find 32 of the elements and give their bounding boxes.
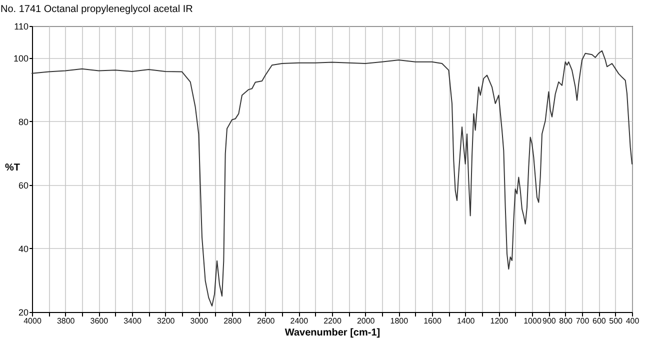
x-tick-label: 4000 (24, 316, 42, 326)
y-tick-label: 60 (18, 180, 28, 190)
y-tick-label: 100 (13, 53, 28, 64)
x-tick-label: 3800 (56, 316, 76, 326)
x-tick-label: 400 (626, 316, 640, 326)
x-tick-label: 2200 (324, 316, 342, 326)
x-tick-label: 1400 (456, 316, 476, 326)
x-tick-label: 2400 (290, 316, 309, 326)
x-tick-label: 1000 (524, 316, 542, 326)
x-tick-label: 500 (609, 316, 624, 326)
x-tick-label: 800 (559, 316, 574, 326)
x-tick-label: 3200 (156, 316, 176, 326)
x-tick-label: 3600 (90, 316, 109, 326)
x-tick-label: 2000 (356, 316, 376, 326)
x-tick-label: 900 (542, 316, 556, 326)
x-axis-title: Wavenumber [cm-1] (284, 328, 380, 338)
x-tick-label: 1200 (490, 316, 509, 326)
x-tick-label: 700 (576, 316, 590, 326)
x-tick-label: 2800 (224, 316, 242, 326)
chart-title: No. 1741 Octanal propyleneglycol acetal IR (0, 4, 193, 15)
x-tick-label: 2600 (256, 316, 276, 326)
y-tick-label: 20 (18, 308, 28, 318)
x-tick-label: 600 (592, 316, 606, 326)
y-axis-title: %T (5, 162, 20, 174)
x-tick-label: 3000 (190, 316, 209, 326)
x-tick-label: 1800 (390, 316, 409, 326)
x-tick-label: 3400 (124, 316, 142, 326)
x-tick-label: 1600 (424, 316, 442, 326)
y-tick-label: 110 (14, 22, 28, 32)
line-series (32, 50, 632, 306)
y-tick-label: 80 (18, 116, 28, 127)
y-tick-label: 40 (18, 244, 28, 254)
